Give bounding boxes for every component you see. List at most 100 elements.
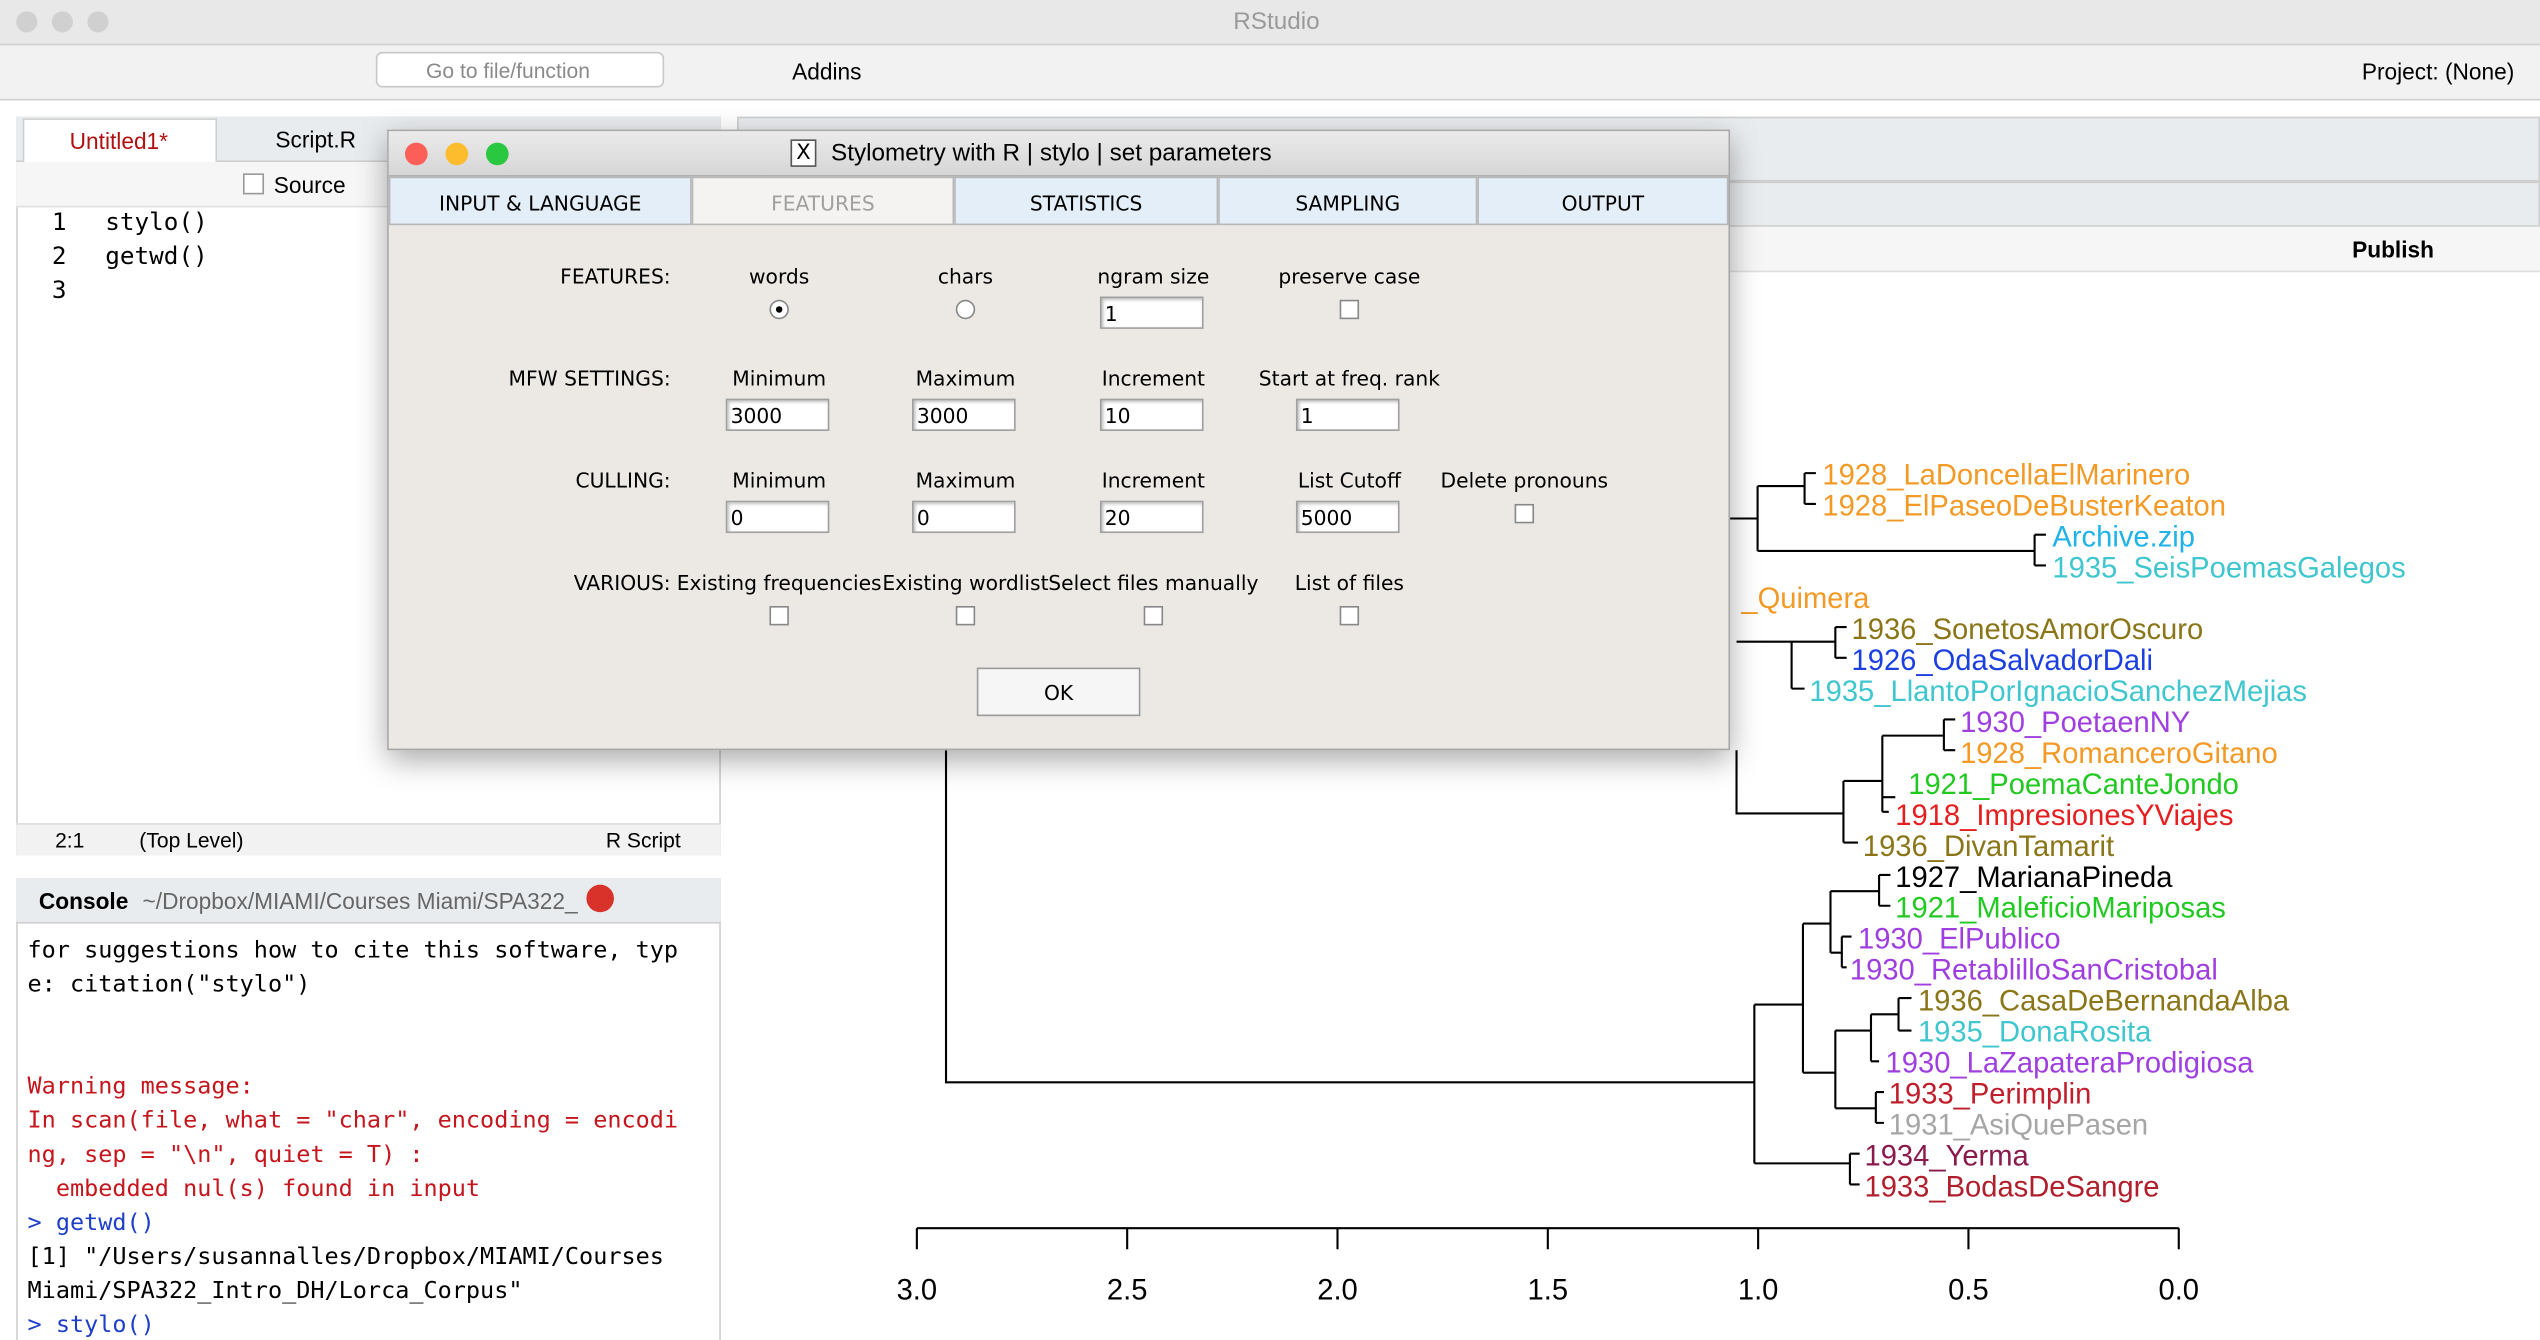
console-pane — [16, 878, 721, 1340]
code-line: stylo() — [105, 207, 208, 237]
text-input[interactable]: 10 — [1099, 398, 1204, 431]
checkbox[interactable] — [1514, 503, 1535, 524]
tick-label: 3.0 — [897, 1274, 938, 1306]
tick-label: 2.5 — [1107, 1274, 1148, 1306]
dialog-title-bar — [388, 131, 1729, 177]
status-bar — [16, 823, 721, 856]
zoom-dot[interactable] — [87, 11, 109, 33]
console-title: Console — [38, 887, 129, 914]
text-input[interactable]: 0 — [725, 500, 830, 534]
editor-tab[interactable]: Script.R — [275, 126, 357, 153]
leaf-label: 1918_ImpresionesYViajes — [1895, 800, 2233, 832]
dialog-tab[interactable]: INPUT & LANGUAGE — [388, 176, 692, 226]
minimize-dot[interactable] — [51, 11, 73, 33]
field-label: Increment — [1101, 366, 1205, 391]
x11-icon: X — [790, 139, 817, 167]
row-label: FEATURES: — [560, 264, 671, 289]
scope[interactable]: (Top Level) — [139, 827, 244, 853]
leaf-label: 1936_SonetosAmorOscuro — [1852, 614, 2204, 646]
editor-tab[interactable]: Untitled1* — [22, 118, 218, 163]
cursor-position: 2:1 — [55, 827, 85, 853]
checkbox[interactable] — [1339, 299, 1360, 320]
console-line: > stylo() — [27, 1312, 155, 1339]
tick-label: 0.0 — [2159, 1274, 2200, 1306]
leaf-label: 1935_LlantoPorIgnacioSanchezMejias — [1809, 676, 2307, 708]
leaf-label: 1931_AsiQuePasen — [1889, 1109, 2148, 1141]
console-path: ~/Dropbox/MIAMI/Courses Miami/SPA322_ — [142, 887, 578, 914]
leaf-label: 1930_LaZapateraProdigiosa — [1886, 1047, 2255, 1079]
dialog-tab[interactable]: FEATURES — [691, 176, 955, 226]
field-label: Existing frequencies — [676, 570, 882, 595]
field-label: Select files manually — [1048, 570, 1259, 595]
stop-icon[interactable] — [586, 884, 614, 913]
leaf-label: 1926_OdaSalvadorDali — [1852, 645, 2153, 677]
field-label: chars — [937, 264, 994, 289]
dialog-minimize[interactable] — [445, 142, 469, 166]
text-input[interactable]: 0 — [912, 500, 1016, 534]
publish-button[interactable]: Publish — [2352, 236, 2435, 263]
leaf-label: 1933_Perimplin — [1889, 1078, 2092, 1110]
row-label: VARIOUS: — [573, 570, 671, 595]
project-menu[interactable]: Project: (None) — [2361, 58, 2515, 85]
leaf-label: 1935_SeisPoemasGalegos — [2052, 552, 2405, 584]
dialog-tab[interactable]: STATISTICS — [954, 176, 1219, 226]
text-input[interactable]: 1 — [1099, 296, 1204, 329]
leaf-label: 1927_MarianaPineda — [1895, 862, 2173, 894]
leaf-label: 1928_ElPaseoDeBusterKeaton — [1822, 490, 2226, 522]
dialog-tab[interactable]: OUTPUT — [1477, 176, 1729, 226]
x-axis: 3.0 2.5 2.0 1.5 1.0 0.5 0.0 — [897, 1227, 2200, 1306]
close-dot[interactable] — [16, 11, 38, 33]
leaf-label: 1933_BodasDeSangre — [1865, 1171, 2160, 1203]
checkbox[interactable] — [1143, 605, 1164, 626]
console-line: for suggestions how to cite this softwar… — [27, 938, 679, 965]
dialog-title: Stylometry with R | stylo | set paramete… — [831, 139, 1272, 167]
stylo-dialog: X Stylometry with R | stylo | set parame… — [387, 129, 1731, 751]
text-input[interactable]: 3000 — [725, 398, 830, 431]
branch — [1753, 1004, 1860, 1186]
field-label: Existing wordlist — [882, 570, 1049, 595]
console-line: Miami/SPA322_Intro_DH/Lorca_Corpus" — [27, 1278, 523, 1305]
source-label: Source — [273, 171, 346, 198]
field-label: List Cutoff — [1297, 468, 1401, 493]
text-input[interactable]: 20 — [1099, 500, 1204, 534]
checkbox[interactable] — [955, 605, 976, 626]
title-bar — [0, 0, 2540, 46]
branch — [1802, 997, 1912, 1124]
text-input[interactable]: 1 — [1295, 398, 1400, 431]
dialog-close[interactable] — [404, 142, 428, 166]
leaf-label: 1934_Yerma — [1865, 1140, 2030, 1172]
dialog-zoom[interactable] — [485, 142, 509, 166]
checkbox[interactable] — [769, 605, 789, 626]
dialog-tab[interactable]: SAMPLING — [1218, 176, 1478, 226]
leaf-label: Archive.zip — [2052, 521, 2195, 553]
radio-dot — [775, 306, 783, 313]
leaf-label: 1936_DivanTamarit — [1863, 831, 2114, 863]
field-label: Minimum — [732, 468, 827, 493]
file-type[interactable]: R Script — [605, 827, 681, 853]
field-label: Start at freq. rank — [1258, 366, 1440, 391]
checkbox[interactable] — [1339, 605, 1360, 626]
text-input[interactable]: 3000 — [912, 398, 1016, 431]
row-label: CULLING: — [575, 468, 671, 493]
code-area[interactable]: 1 2 3 stylo() getwd() — [16, 207, 721, 823]
radio-button[interactable] — [955, 299, 976, 320]
console-line: e: citation("stylo") — [27, 972, 311, 999]
radio-button[interactable] — [769, 299, 789, 320]
goto-box[interactable]: Go to file/function — [375, 51, 665, 88]
console-output[interactable]: for suggestions how to cite this softwar… — [28, 935, 708, 1340]
ok-button[interactable]: OK — [976, 667, 1141, 717]
field-label: words — [749, 264, 810, 289]
leaf-label: 1930_ElPublico — [1858, 924, 2061, 956]
leaf-label: 1928_LaDoncellaElMarinero — [1822, 459, 2190, 491]
branch — [1754, 873, 1891, 1073]
source-checkbox[interactable] — [242, 173, 265, 195]
tick-label: 0.5 — [1948, 1274, 1989, 1306]
code-line: getwd() — [105, 241, 208, 271]
console-line: > getwd() — [27, 1210, 155, 1237]
field-label: ngram size — [1097, 264, 1210, 289]
addins-menu[interactable]: Addins — [792, 58, 862, 85]
field-label: Delete pronouns — [1440, 468, 1609, 493]
text-input[interactable]: 5000 — [1295, 500, 1400, 534]
console-line: In scan(file, what = "char", encoding = … — [27, 1108, 679, 1135]
